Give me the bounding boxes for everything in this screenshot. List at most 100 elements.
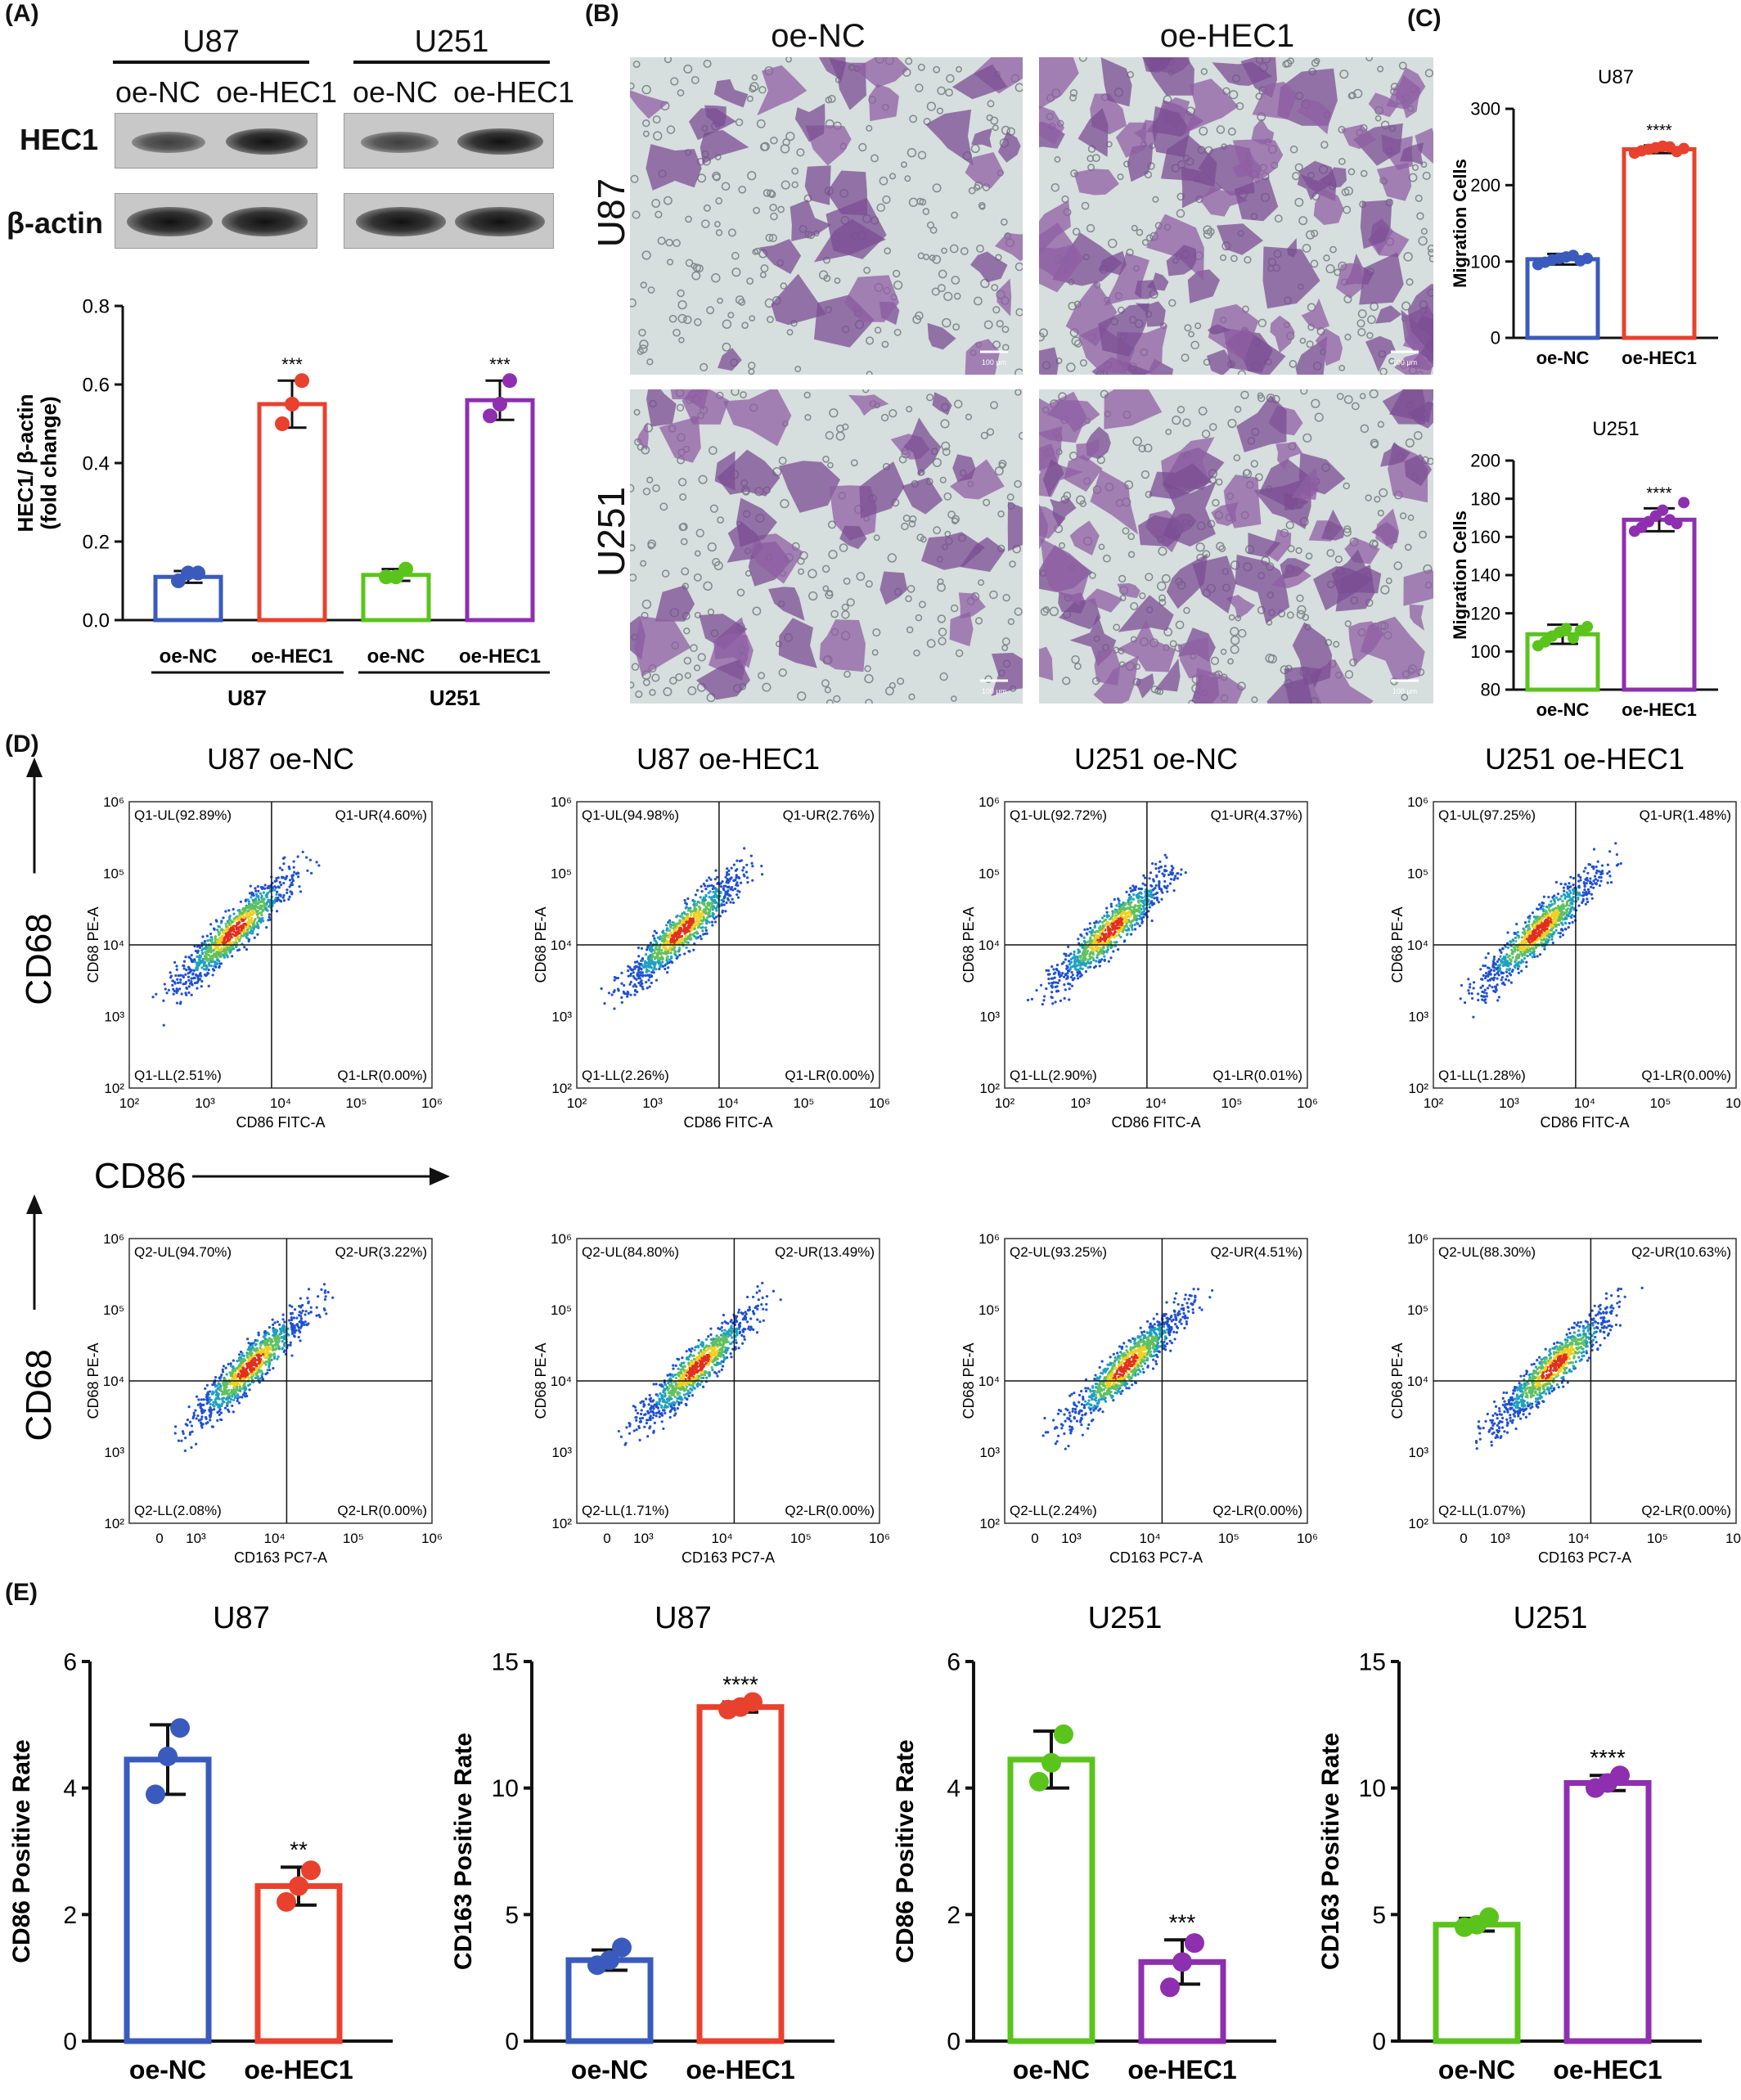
event-dot — [706, 904, 710, 907]
pore — [942, 447, 951, 456]
event-dot — [695, 936, 698, 939]
pore — [947, 510, 956, 519]
event-dot — [1151, 903, 1154, 906]
event-dot — [242, 919, 245, 922]
event-dot — [239, 925, 242, 929]
pore — [1311, 398, 1320, 408]
event-dot — [260, 905, 263, 908]
event-dot — [218, 951, 223, 955]
event-dot — [240, 929, 243, 933]
event-dot — [211, 955, 214, 959]
pore — [1407, 514, 1415, 521]
pore — [768, 233, 777, 243]
pore — [780, 499, 790, 509]
event-dot — [1536, 924, 1539, 928]
pore — [1227, 658, 1234, 665]
event-dot — [178, 1002, 182, 1005]
event-dot — [1492, 958, 1496, 961]
pore — [763, 189, 772, 197]
event-dot — [259, 886, 263, 889]
panel-label-a: (A) — [5, 0, 39, 27]
event-dot — [1582, 881, 1586, 885]
event-dot — [677, 922, 680, 925]
pore — [762, 682, 772, 692]
event-dot — [1155, 896, 1158, 900]
event-dot — [250, 916, 254, 920]
event-dot — [1131, 928, 1134, 931]
event-dot — [246, 906, 250, 910]
pore — [917, 252, 924, 259]
pore — [1336, 393, 1344, 400]
pore — [1071, 336, 1082, 346]
event-dot — [1131, 919, 1135, 923]
event-dot — [714, 906, 718, 911]
pore — [1360, 169, 1368, 178]
stained-cell — [1104, 389, 1163, 429]
pore — [1251, 696, 1258, 704]
pore — [978, 201, 986, 209]
pore — [1086, 223, 1095, 233]
pore — [1122, 527, 1130, 535]
event-dot — [1058, 971, 1061, 975]
flow-title: U87 oe-NC — [207, 742, 354, 776]
pore — [1419, 530, 1427, 539]
event-dot — [1497, 958, 1500, 961]
event-dot — [169, 976, 173, 979]
event-dot — [1090, 956, 1093, 959]
pore — [1201, 429, 1211, 438]
event-dot — [247, 919, 251, 922]
event-dot — [253, 907, 257, 911]
bar — [153, 574, 223, 623]
event-dot — [1118, 933, 1121, 937]
event-dot — [215, 946, 218, 949]
event-dot — [1143, 899, 1146, 902]
event-dot — [243, 916, 246, 920]
event-dot — [673, 946, 677, 949]
stained-cell — [749, 533, 803, 584]
event-dot — [1056, 981, 1059, 985]
stained-cell — [1234, 177, 1279, 222]
event-dot — [613, 978, 616, 982]
stained-cell — [637, 422, 649, 451]
event-dot — [739, 881, 743, 884]
event-dot — [299, 890, 303, 893]
event-dot — [268, 905, 271, 908]
event-dot — [655, 978, 659, 982]
event-dot — [1047, 978, 1050, 981]
event-dot — [1562, 886, 1565, 889]
pore — [888, 409, 897, 418]
event-dot — [218, 933, 221, 937]
event-dot — [1112, 950, 1115, 953]
event-dot — [191, 959, 194, 962]
pore — [991, 284, 999, 291]
pore — [1265, 654, 1275, 663]
pore — [1007, 618, 1015, 626]
pore — [1406, 278, 1414, 286]
event-dot — [1496, 977, 1499, 980]
pore — [901, 522, 909, 531]
pore — [1071, 655, 1080, 664]
event-dot — [1074, 968, 1077, 971]
pore — [1130, 602, 1139, 610]
event-dot — [664, 967, 667, 971]
event-dot — [207, 951, 210, 954]
pore — [1118, 574, 1127, 583]
event-dot — [1104, 933, 1108, 936]
event-dot — [658, 960, 661, 964]
event-dot — [726, 885, 730, 889]
event-dot — [1481, 978, 1484, 981]
flow-x-tick: 10² — [567, 1095, 587, 1111]
event-dot — [635, 978, 638, 981]
pore — [657, 236, 666, 245]
event-dot — [1148, 877, 1151, 880]
pore — [874, 326, 882, 334]
pore — [1428, 255, 1433, 263]
event-dot — [660, 956, 664, 959]
event-dot — [1506, 931, 1509, 934]
pore — [827, 461, 834, 469]
stained-cell — [1394, 353, 1433, 375]
event-dot — [1583, 884, 1586, 887]
pore — [1157, 581, 1167, 591]
pore — [876, 203, 885, 213]
stained-cell — [804, 165, 831, 205]
